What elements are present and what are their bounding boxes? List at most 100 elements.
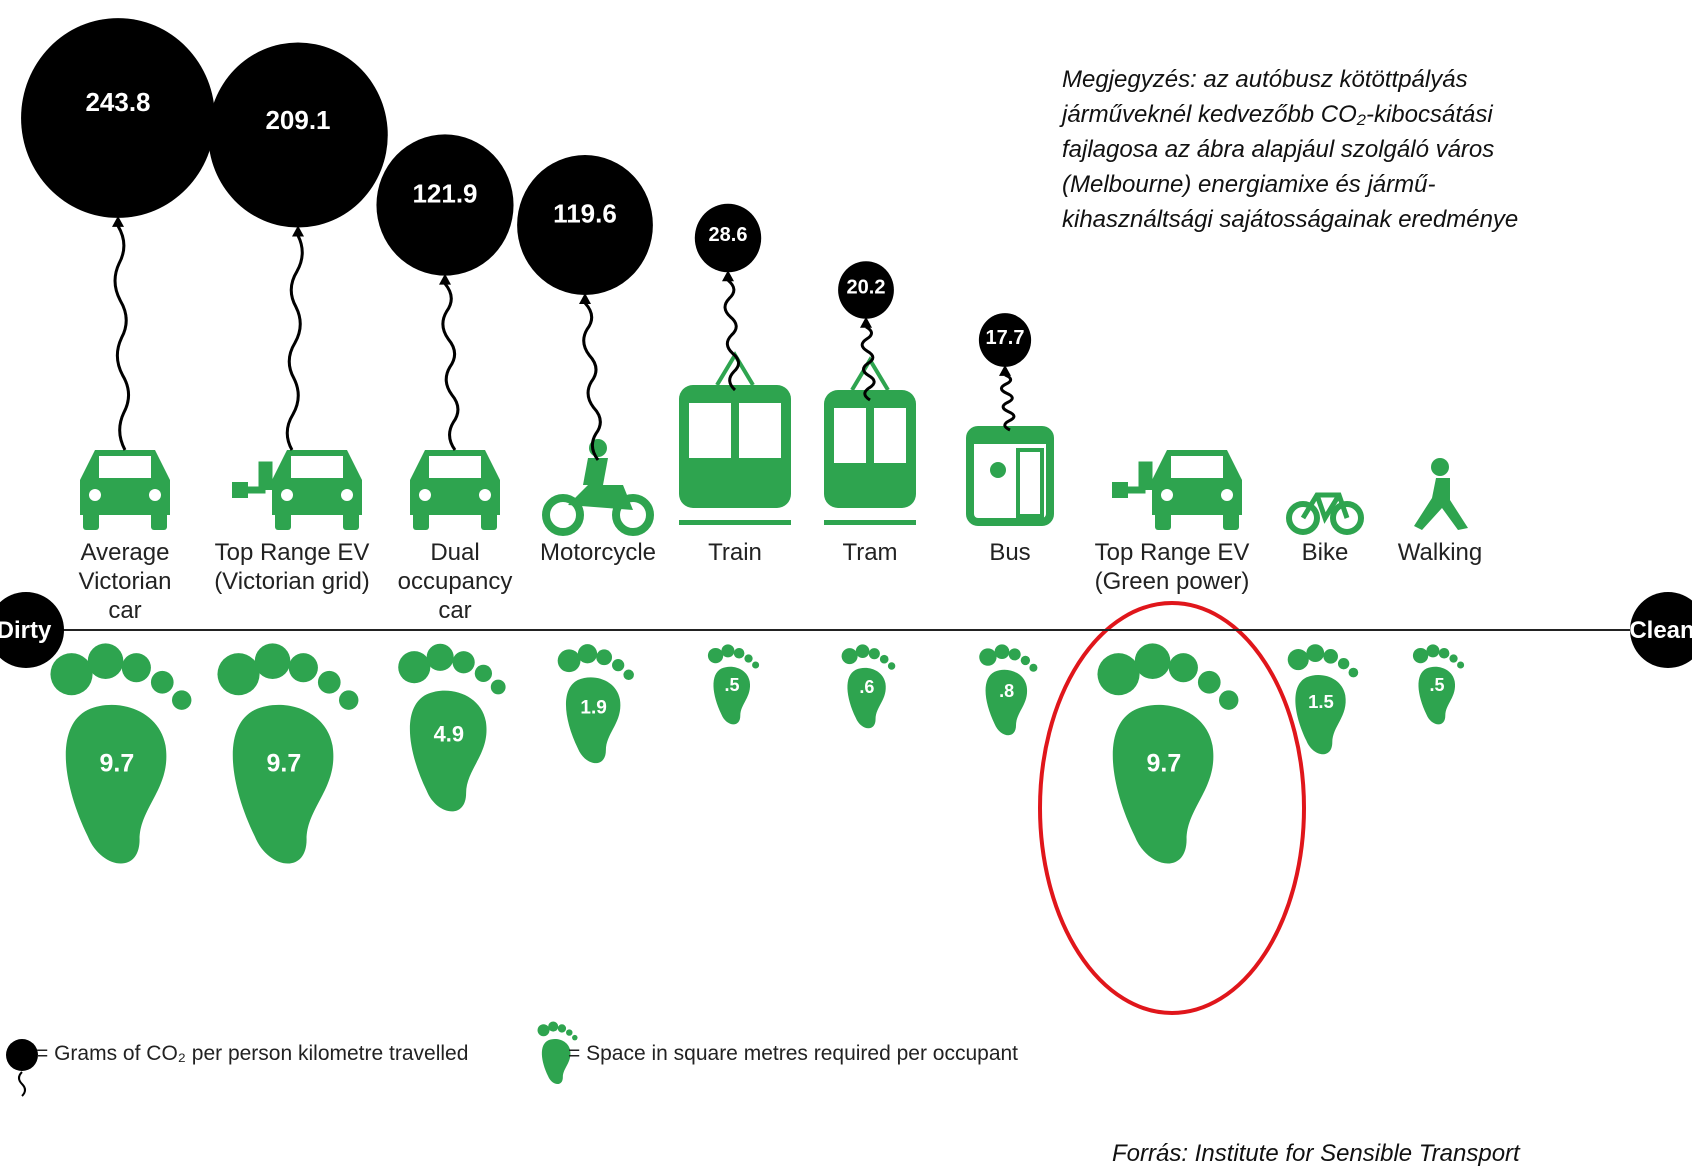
toe: [841, 648, 858, 665]
toe: [121, 653, 151, 683]
toe: [887, 662, 896, 670]
toe: [317, 670, 341, 694]
car-wheel: [413, 512, 429, 530]
balloon-string: [113, 225, 131, 451]
toe: [398, 651, 431, 684]
footprint: [557, 644, 634, 764]
balloon-string: [999, 373, 1016, 432]
footprint: [1097, 643, 1239, 864]
wheel: [1330, 501, 1364, 535]
category-label: Bike: [1301, 539, 1349, 566]
car-light: [89, 489, 101, 501]
vehicle-icon: [1112, 450, 1242, 530]
vehicle-icon: [679, 351, 791, 525]
category-label: Tram: [842, 539, 898, 566]
plug-cable: [247, 461, 273, 494]
moto-body: [568, 485, 633, 510]
vehicle-icon: [80, 450, 170, 530]
value-label: 20.2: [847, 277, 886, 299]
footprint: [50, 643, 192, 864]
value-label: .5: [1430, 675, 1445, 695]
window: [874, 408, 906, 463]
toe: [452, 651, 475, 674]
toe: [721, 644, 735, 658]
value-label: .8: [999, 681, 1014, 701]
footprint: [398, 643, 506, 812]
category-label: Bus: [989, 539, 1031, 566]
toe: [1337, 657, 1350, 670]
toe: [1449, 654, 1458, 663]
toe: [596, 649, 613, 666]
footprint: [841, 644, 896, 729]
car-wheel: [1155, 512, 1171, 530]
car-light: [149, 489, 161, 501]
note: Megjegyzés: az autóbusz kötöttpályás járm…: [1062, 62, 1518, 237]
walker-head: [1431, 458, 1449, 476]
toe: [1134, 643, 1171, 680]
balloon-string: [582, 301, 602, 461]
value-label: 1.9: [580, 697, 606, 718]
toe: [87, 643, 124, 680]
category-label: Top Range EV (Green power): [1094, 539, 1250, 595]
vehicle-icon: [966, 426, 1054, 526]
car-window: [1171, 456, 1223, 478]
car-window: [291, 456, 343, 478]
toe: [288, 653, 318, 683]
toe: [1348, 667, 1359, 678]
vehicle-icon: [542, 439, 654, 536]
car-light: [1221, 489, 1233, 501]
balloon-string: [860, 325, 876, 402]
toe: [1287, 649, 1309, 671]
wheel: [542, 494, 584, 536]
frame: [1300, 492, 1350, 524]
legend-label: = Grams of CO₂ per person kilometre trav…: [36, 1042, 469, 1065]
balloon-knot: [579, 292, 591, 304]
balloon: [694, 203, 762, 273]
balloon: [517, 155, 653, 295]
source: Forrás: Institute for Sensible Transport: [1112, 1140, 1520, 1167]
vehicle-icon: [1414, 458, 1468, 530]
car-light: [341, 489, 353, 501]
value-label: .5: [725, 675, 740, 695]
plug-cable: [1127, 461, 1153, 494]
toe: [707, 647, 724, 664]
wheel: [612, 494, 654, 536]
rider: [583, 458, 608, 485]
toe: [1029, 663, 1038, 672]
value-label: 9.7: [267, 749, 302, 777]
toe: [612, 659, 625, 672]
balloon-string: [723, 279, 741, 392]
axis-label: Dirty: [0, 617, 52, 644]
toe: [1306, 644, 1325, 663]
driver: [990, 462, 1006, 478]
toe: [979, 648, 997, 666]
axis-label: Clean: [1629, 617, 1692, 644]
balloon: [21, 18, 215, 218]
car-light: [479, 489, 491, 501]
sole: [1112, 704, 1214, 864]
toe: [1168, 653, 1198, 683]
window: [739, 403, 781, 458]
balloon-string: [285, 234, 304, 451]
sole: [1295, 674, 1346, 755]
balloon: [978, 313, 1032, 367]
plug: [232, 482, 248, 498]
category-label: Walking: [1397, 539, 1483, 566]
toe: [733, 647, 745, 659]
car-wheel: [481, 512, 497, 530]
value-label: 1.5: [1308, 691, 1334, 712]
category-label: Top Range EV (Victorian grid): [214, 539, 370, 595]
rail: [679, 520, 791, 525]
category-label: Motorcycle: [539, 539, 657, 566]
legend-balloon: [6, 1039, 38, 1071]
category-label: Train: [708, 539, 762, 566]
sole: [713, 666, 751, 725]
pantograph: [850, 356, 890, 392]
balloon-knot: [292, 225, 304, 237]
car-wheel: [275, 512, 291, 530]
car-wheel: [83, 512, 99, 530]
car-light: [281, 489, 293, 501]
toe: [557, 1024, 567, 1033]
